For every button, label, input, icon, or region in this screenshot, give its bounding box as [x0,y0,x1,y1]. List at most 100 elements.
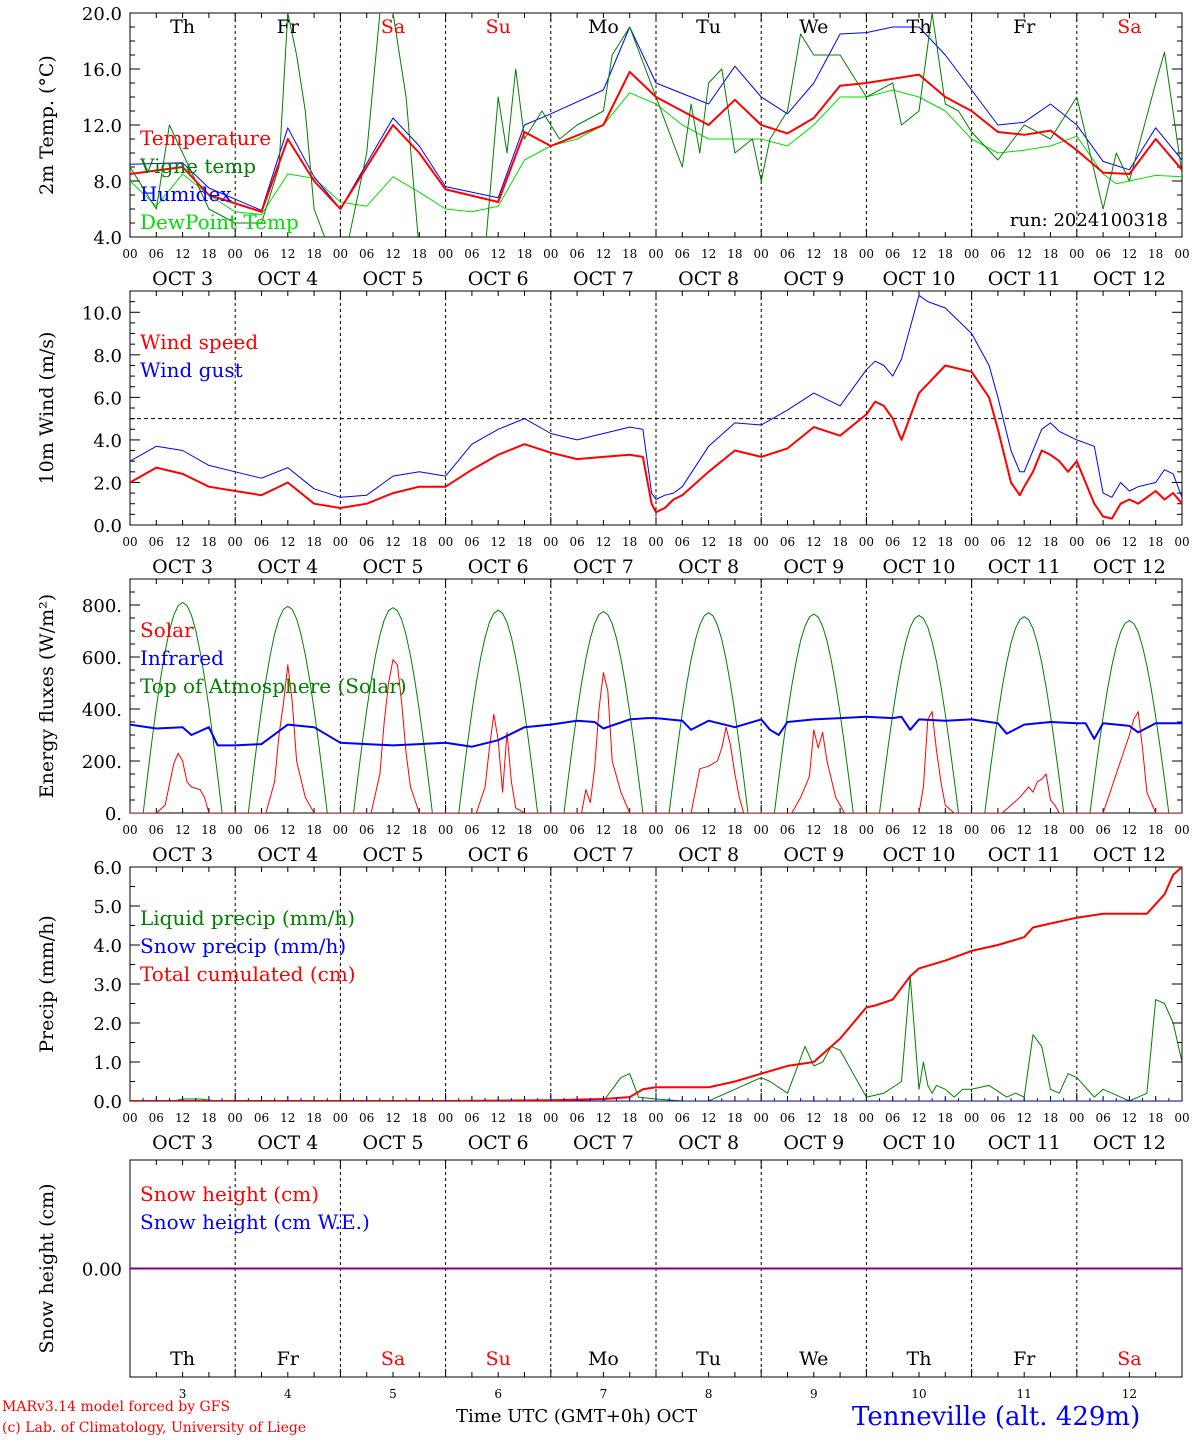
hour-label: 06 [359,823,374,837]
hour-label: 18 [201,1111,216,1125]
hour-label: 00 [1174,1111,1189,1125]
toa-solar-line [563,611,644,813]
day-number-label: 8 [705,1387,713,1401]
hour-label: 12 [701,247,716,261]
panel-precip: 0.0 1.0 2.0 3.0 4.0 5.0 6.0 Precip (mm/h) Liquid… [36,858,1190,1154]
date-label: OCT 3 [152,1132,213,1154]
date-label: OCT 7 [573,268,634,290]
y-tick-label: 10.0 [82,303,122,324]
hour-label: 00 [333,823,348,837]
y-tick-label: 3.0 [93,975,122,996]
y-tick-label: 0.00 [82,1260,122,1281]
toa-solar-line [1089,620,1170,813]
weekday-label: Su [486,1348,511,1370]
weekday-label: Th [170,1348,195,1370]
infrared-line [130,715,1182,748]
weekday-label: Fr [277,16,300,38]
hour-label: 18 [1043,247,1058,261]
day-number-label: 9 [810,1387,818,1401]
hour-label: 06 [359,247,374,261]
hour-label: 18 [306,535,321,549]
legend-entry: Vigne temp [139,154,256,178]
weekday-label: Su [486,16,511,38]
hour-label: 00 [122,1111,137,1125]
legend-entry: Liquid precip (mm/h) [140,906,355,930]
hour-label: 18 [1148,247,1163,261]
date-label: OCT 4 [257,556,318,578]
date-label: OCT 10 [882,556,955,578]
hour-label: 12 [385,247,400,261]
hour-label: 00 [228,247,243,261]
hour-label: 00 [228,1111,243,1125]
toa-solar-line [247,605,328,813]
hour-label: 18 [201,247,216,261]
date-label: OCT 6 [468,844,529,866]
credit-model: MARv3.14 model forced by GFS [2,1399,231,1415]
y-tick-label: 0. [105,804,122,825]
toa-solar-line [773,613,854,813]
hour-label: 18 [201,823,216,837]
hour-label: 00 [648,535,663,549]
hour-label: 00 [438,823,453,837]
day-number-label: 6 [494,1387,502,1401]
hour-label: 18 [1148,535,1163,549]
hour-label: 12 [806,823,821,837]
date-label: OCT 3 [152,844,213,866]
hour-label: 06 [359,1111,374,1125]
hour-label: 06 [569,535,584,549]
series-group [130,294,1182,520]
hour-label: 00 [754,247,769,261]
y-tick-label: 6.0 [93,388,122,409]
hour-label: 18 [412,247,427,261]
hour-label: 18 [306,823,321,837]
hour-label: 18 [622,1111,637,1125]
legend-entry: DewPoint Temp [140,210,299,234]
y-axis-label: Energy fluxes (W/m²) [36,594,58,798]
y-tick-label: 5.0 [93,897,122,918]
day-number-label: 10 [911,1387,926,1401]
hour-label: 00 [228,535,243,549]
hour-label: 12 [596,1111,611,1125]
hour-label: 06 [675,1111,690,1125]
hour-label: 06 [254,1111,269,1125]
x-axis-title: Time UTC (GMT+0h) OCT [456,1406,698,1427]
hour-label: 00 [859,247,874,261]
date-label: OCT 11 [988,556,1061,578]
y-tick-label: 4.0 [93,431,122,452]
hour-label: 12 [385,1111,400,1125]
hour-label: 06 [464,535,479,549]
weekday-label: Mo [588,1348,619,1370]
solar-line [130,659,1182,813]
date-label: OCT 9 [783,844,844,866]
date-label: OCT 12 [1093,268,1166,290]
hour-label: 00 [543,535,558,549]
series-line [130,867,1182,1101]
series-line [130,294,1182,500]
hour-label: 18 [1148,1111,1163,1125]
panel-snow: 0.00 Snow height (cm) Snow height (cm) Snow… [36,1159,1183,1401]
hour-label: 06 [359,535,374,549]
weekday-label: Sa [1117,16,1141,38]
hour-label: 12 [1122,535,1137,549]
hour-label: 12 [911,247,926,261]
legend-entry: Temperature [140,126,271,150]
hour-label: 00 [1174,247,1189,261]
weekday-label: We [799,1348,828,1370]
station-name: Tenneville (alt. 429m) [852,1402,1141,1432]
day-number-label: 4 [284,1387,292,1401]
panel-energy: 0. 200. 400. 600. 800. Energy fluxes (W/m²) So… [36,578,1190,866]
hour-label: 00 [438,535,453,549]
hour-label: 12 [806,1111,821,1125]
hour-label: 00 [964,535,979,549]
hour-label: 00 [964,247,979,261]
date-label: OCT 8 [678,556,739,578]
hour-label: 00 [859,823,874,837]
hour-label: 00 [1069,823,1084,837]
hour-label: 06 [780,823,795,837]
hour-label: 06 [1095,247,1110,261]
hour-label: 06 [990,535,1005,549]
hour-label: 12 [1017,1111,1032,1125]
hour-label: 12 [280,535,295,549]
hour-label: 00 [543,1111,558,1125]
toa-solar-line [984,616,1065,813]
